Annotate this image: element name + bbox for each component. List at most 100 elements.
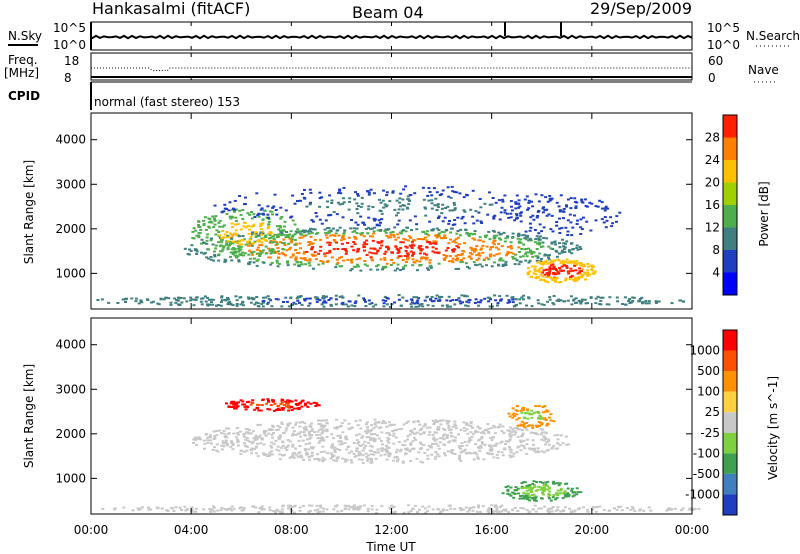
echo-cell xyxy=(389,507,393,510)
echo-cell xyxy=(272,205,276,208)
echo-cell xyxy=(615,220,618,223)
echo-cell xyxy=(251,244,254,247)
echo-cell xyxy=(239,296,243,299)
echo-cell xyxy=(453,507,457,510)
echo-cell xyxy=(282,253,286,256)
echo-cell xyxy=(226,234,230,237)
echo-cell xyxy=(411,431,415,434)
echo-cell xyxy=(463,222,467,225)
echo-cell xyxy=(524,230,528,233)
echo-cell xyxy=(465,422,469,425)
echo-cell xyxy=(428,261,432,264)
echo-cell xyxy=(353,302,357,305)
echo-cell xyxy=(320,196,324,199)
echo-cell xyxy=(96,299,100,301)
echo-cell xyxy=(543,405,547,407)
echo-cell xyxy=(513,415,517,417)
echo-cell xyxy=(575,247,579,249)
echo-cell xyxy=(391,231,395,233)
echo-cell xyxy=(429,446,433,449)
echo-cell xyxy=(172,510,176,512)
echo-cell xyxy=(252,223,256,226)
echo-cell xyxy=(528,222,532,225)
echo-cell xyxy=(450,227,454,230)
echo-cell xyxy=(271,400,275,403)
colorbar-tick-label: 25 xyxy=(705,405,720,419)
echo-cell xyxy=(515,426,519,429)
echo-cell xyxy=(467,255,471,258)
echo-cell xyxy=(456,236,460,239)
echo-cell xyxy=(255,296,259,298)
echo-cell xyxy=(228,240,232,243)
echo-cell xyxy=(408,244,412,247)
echo-cell xyxy=(454,255,458,257)
echo-cell xyxy=(379,454,383,457)
echo-cell xyxy=(501,198,505,201)
echo-cell xyxy=(280,232,284,235)
echo-cell xyxy=(234,436,238,439)
echo-cell xyxy=(219,250,222,253)
echo-cell xyxy=(493,240,497,242)
echo-cell xyxy=(438,419,442,422)
echo-cell xyxy=(307,456,311,458)
echo-cell xyxy=(518,298,522,301)
echo-cell xyxy=(327,299,331,301)
echo-cell xyxy=(537,237,541,240)
echo-cell xyxy=(251,231,254,234)
echo-cell xyxy=(397,294,401,296)
echo-cell xyxy=(478,447,482,450)
echo-cell xyxy=(477,252,481,255)
echo-cell xyxy=(271,249,275,251)
echo-cell xyxy=(558,492,562,495)
echo-cell xyxy=(341,431,345,434)
echo-cell xyxy=(434,247,438,250)
echo-cell xyxy=(263,239,267,242)
echo-cell xyxy=(442,433,446,436)
echo-cell xyxy=(355,450,358,452)
echo-cell xyxy=(499,238,503,241)
echo-cell xyxy=(600,201,604,204)
y-tick-label: 2000 xyxy=(55,222,86,236)
echo-cell xyxy=(481,251,485,254)
echo-cell xyxy=(236,234,240,237)
echo-cell xyxy=(511,298,515,301)
echo-cell xyxy=(223,508,227,510)
echo-cell xyxy=(340,242,344,245)
echo-cell xyxy=(370,258,374,261)
echo-cell xyxy=(195,443,198,446)
echo-cell xyxy=(538,267,542,270)
echo-cell xyxy=(560,251,564,254)
echo-cell xyxy=(241,218,245,220)
echo-cell xyxy=(540,266,544,269)
echo-cell xyxy=(479,299,483,302)
echo-cell xyxy=(239,506,243,509)
echo-cell xyxy=(198,438,202,441)
echo-cell xyxy=(601,296,605,299)
echo-cell xyxy=(437,427,441,430)
echo-cell xyxy=(319,260,323,262)
echo-cell xyxy=(377,219,381,222)
echo-cell xyxy=(264,234,268,237)
echo-cell xyxy=(451,250,455,253)
echo-cell xyxy=(493,261,496,264)
echo-cell xyxy=(535,411,539,414)
echo-cell xyxy=(515,418,519,421)
echo-cell xyxy=(469,421,473,424)
echo-cell xyxy=(384,228,388,231)
echo-cell xyxy=(521,494,525,497)
echo-cell xyxy=(251,233,255,236)
y-tick-label: 2000 xyxy=(55,427,86,441)
echo-cell xyxy=(443,429,447,432)
echo-cell xyxy=(402,511,406,514)
echo-cell xyxy=(382,305,386,308)
echo-cell xyxy=(566,270,570,273)
echo-cell xyxy=(536,433,539,436)
echo-cell xyxy=(246,225,250,228)
echo-cell xyxy=(411,507,414,510)
echo-cell xyxy=(525,428,529,431)
echo-cell xyxy=(230,400,234,403)
echo-cell xyxy=(321,510,325,513)
echo-cell xyxy=(325,435,329,438)
echo-cell xyxy=(250,211,253,213)
echo-cell xyxy=(315,298,319,301)
